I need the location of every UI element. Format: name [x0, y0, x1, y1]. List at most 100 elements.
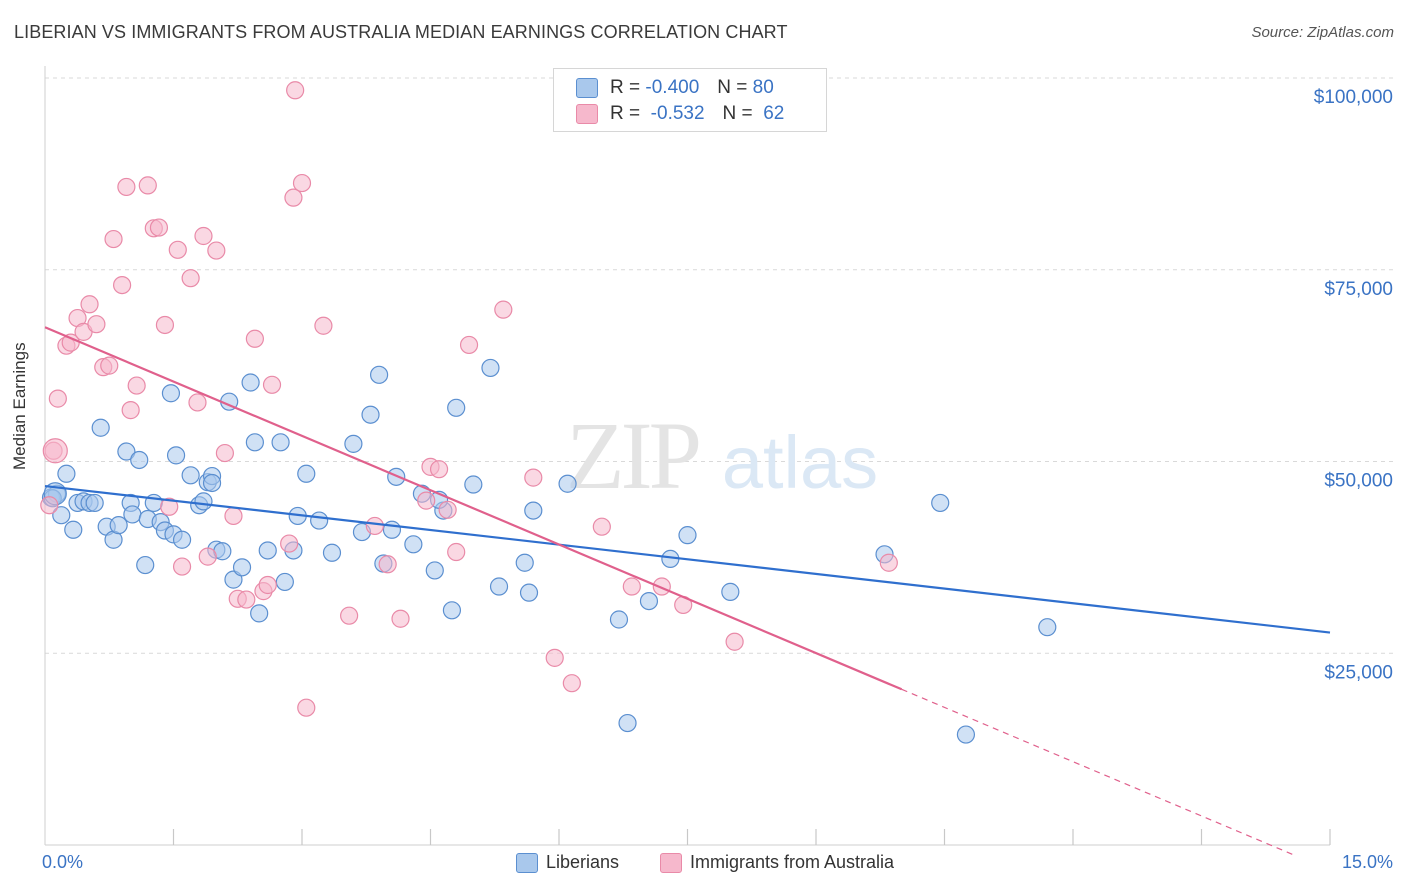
liberians-point — [721, 582, 740, 601]
legend-item-australia[interactable]: Immigrants from Australia — [660, 852, 894, 873]
australia-point — [592, 517, 611, 536]
australia-point — [168, 240, 187, 259]
australia-point — [48, 389, 67, 408]
liberians-point — [161, 384, 181, 403]
australia-point — [155, 315, 175, 335]
liberians-point — [250, 604, 269, 623]
australia-point — [40, 496, 59, 515]
australia-point — [100, 356, 119, 375]
liberians-trend-line — [44, 484, 1331, 634]
australia-point — [284, 188, 303, 207]
liberians-point — [322, 543, 342, 562]
liberians-point — [109, 516, 128, 535]
australia-point — [245, 329, 264, 348]
australia-point — [215, 443, 234, 463]
trend-lines — [44, 326, 1331, 857]
liberians-point — [618, 713, 637, 733]
legend-n-label: N = — [722, 103, 753, 124]
legend-n-value: 80 — [752, 77, 774, 98]
australia-point — [459, 335, 479, 355]
legend-swatch-liberians — [516, 852, 538, 873]
australia-point — [286, 81, 305, 100]
liberians-point — [258, 541, 277, 560]
tick-labels: $25,000 $50,000 $75,000 $100,000 0.0% 15.0% — [42, 87, 1393, 872]
legend-item-liberians[interactable]: Liberians — [516, 852, 619, 873]
liberians-point — [136, 555, 155, 575]
x-tick-label: 0.0% — [42, 852, 83, 872]
liberians-point — [275, 572, 294, 592]
y-tick-label: $25,000 — [1324, 662, 1393, 683]
australia-point — [297, 698, 316, 717]
liberians-point — [85, 493, 104, 513]
liberians-point — [425, 561, 444, 580]
legend-r-label: R = — [610, 77, 641, 98]
liberians-point — [271, 433, 290, 452]
australia-point — [524, 468, 543, 487]
liberians-point — [519, 583, 539, 602]
australia-point — [160, 497, 179, 516]
australia-point — [314, 316, 333, 335]
watermark-atlas: atlas — [722, 421, 878, 504]
australia-point — [447, 542, 466, 562]
australia-point — [545, 648, 564, 667]
australia-point — [879, 553, 898, 572]
australia-point — [87, 315, 106, 334]
liberians-point — [481, 358, 500, 378]
australia-trend-extension — [901, 688, 1296, 857]
legend-swatch-australia — [660, 852, 682, 873]
legend-row-australia: R = -0.532 N = 62 — [576, 103, 784, 125]
liberians-point — [524, 501, 543, 520]
australia-point — [391, 609, 410, 628]
legend-label-liberians: Liberians — [546, 852, 620, 872]
australia-point — [258, 575, 277, 595]
australia-point — [224, 506, 243, 526]
australia-point — [237, 590, 256, 609]
legend-r-value: -0.532 — [650, 103, 705, 124]
y-tick-label: $100,000 — [1314, 87, 1393, 108]
liberians-point — [297, 464, 316, 483]
australia-point — [112, 275, 132, 295]
australia-point — [417, 491, 436, 510]
liberians-point — [447, 398, 466, 417]
australia-point — [194, 226, 213, 246]
liberians-point — [1038, 618, 1057, 637]
australia-point — [117, 177, 136, 197]
australia-point — [494, 300, 513, 319]
australia-point — [188, 393, 207, 412]
legend-n-label: N = — [717, 77, 748, 98]
australia-point — [104, 229, 123, 249]
australia-point — [42, 438, 68, 464]
y-tick-label: $50,000 — [1324, 471, 1393, 492]
liberians-point — [57, 464, 76, 483]
liberians-point — [639, 591, 659, 611]
series-australia — [40, 81, 898, 717]
australia-point — [365, 516, 384, 536]
liberians-point — [64, 520, 83, 539]
legend-r-value: -0.400 — [645, 77, 700, 98]
australia-point — [121, 401, 140, 420]
source-label: Source: ZipAtlas.com — [1251, 24, 1394, 41]
watermark-zip: ZIP — [566, 402, 699, 509]
liberians-point — [558, 474, 577, 493]
legend-swatch-australia — [576, 104, 598, 124]
australia-point — [562, 674, 581, 693]
liberians-point — [166, 446, 186, 465]
australia-point — [292, 173, 312, 193]
liberians-point — [202, 473, 222, 493]
liberians-point — [194, 492, 213, 511]
liberians-point — [130, 450, 149, 470]
australia-point — [438, 500, 457, 519]
australia-point — [725, 632, 744, 651]
liberians-point — [515, 553, 534, 572]
correlation-legend: R = -0.400 N = 80 R = -0.532 N = 62 — [553, 68, 827, 132]
liberians-point — [224, 570, 243, 589]
liberians-point — [310, 511, 329, 530]
liberians-point — [52, 506, 71, 525]
liberians-point — [91, 418, 110, 437]
legend-n-value: 62 — [763, 103, 785, 124]
liberians-point — [464, 475, 483, 494]
australia-point — [207, 241, 226, 260]
australia-point — [262, 375, 282, 394]
liberians-point — [344, 434, 363, 453]
